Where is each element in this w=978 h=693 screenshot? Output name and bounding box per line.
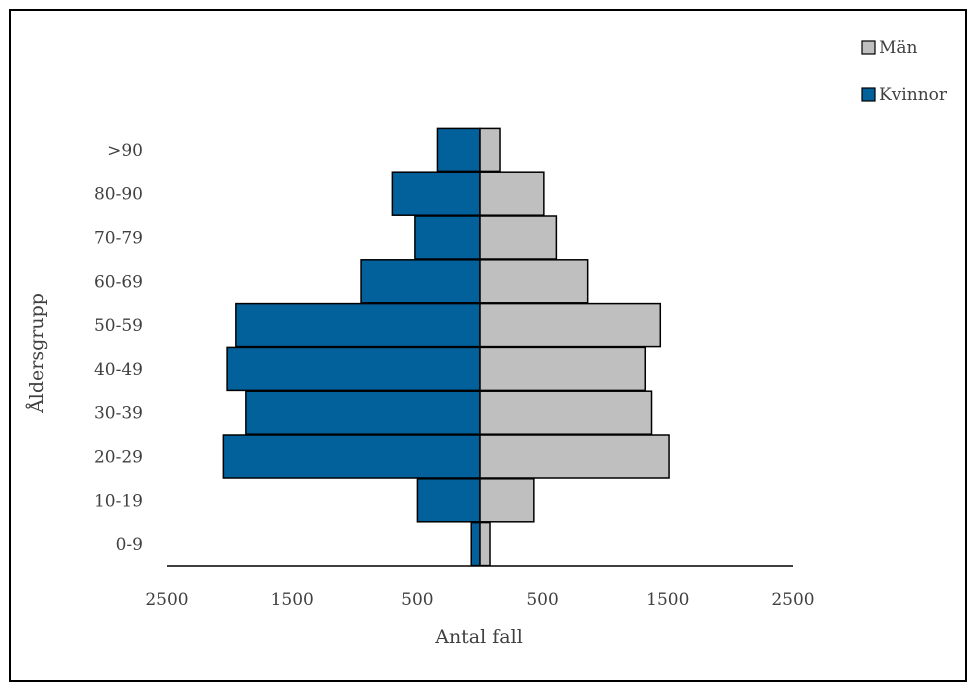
legend: Män Kvinnor <box>861 38 948 105</box>
bar-mn-0-9 <box>479 521 491 567</box>
x-tick-label: 1500 <box>646 590 689 610</box>
population-pyramid-chart: 0-9 10-19 20-29 30-39 40-49 50-59 60-69 70-79 80… <box>26 38 948 648</box>
bar-kvinnor-0-9 <box>470 521 481 567</box>
y-tick-label: 60-69 <box>94 272 143 292</box>
y-tick-label: 0-9 <box>116 535 143 555</box>
legend-label-mn: Män <box>879 38 918 58</box>
x-tick-label: 2500 <box>771 590 814 610</box>
bar-kvinnor-70-79 <box>414 215 481 260</box>
bars-layer <box>222 127 670 567</box>
bar-kvinnor-40-49 <box>226 346 481 392</box>
legend-label-kvinnor: Kvinnor <box>879 85 948 105</box>
x-tick-label: 500 <box>526 590 558 610</box>
y-ticks-layer: 0-9 10-19 20-29 30-39 40-49 50-59 60-69 70-79 80… <box>94 141 143 555</box>
bar-mn-60-69 <box>479 259 589 304</box>
y-tick-label: 30-39 <box>94 404 143 424</box>
legend-swatch-mn <box>861 40 876 55</box>
x-tick-label: 500 <box>401 590 433 610</box>
bar-kvinnor-over-90 <box>436 127 481 173</box>
bar-mn-10-19 <box>479 478 535 523</box>
y-tick-label: >90 <box>107 141 143 161</box>
y-tick-label: 80-90 <box>94 185 143 205</box>
y-axis-title: Åldersgrupp <box>26 293 48 414</box>
bar-kvinnor-60-69 <box>360 259 481 304</box>
bar-mn-80-90 <box>479 171 545 216</box>
bar-mn-30-39 <box>479 390 653 435</box>
bar-mn-20-29 <box>479 434 670 479</box>
y-tick-label: 50-59 <box>94 316 143 336</box>
bar-kvinnor-10-19 <box>416 478 481 523</box>
x-tick-label: 2500 <box>145 590 188 610</box>
x-tick-label: 1500 <box>271 590 314 610</box>
y-tick-label: 70-79 <box>94 229 143 249</box>
bar-kvinnor-30-39 <box>245 390 481 435</box>
bar-mn-over-90 <box>479 127 501 173</box>
bar-kvinnor-80-90 <box>391 171 481 216</box>
bar-mn-40-49 <box>479 346 647 392</box>
bar-mn-70-79 <box>479 215 558 260</box>
bar-kvinnor-50-59 <box>235 302 481 348</box>
x-ticks-layer: 2500 1500 500 500 1500 2500 <box>145 590 814 610</box>
legend-swatch-kvinnor <box>861 87 876 102</box>
y-tick-label: 20-29 <box>94 448 143 468</box>
chart-frame: 0-9 10-19 20-29 30-39 40-49 50-59 60-69 70-79 80… <box>9 9 967 682</box>
bar-mn-50-59 <box>479 302 662 348</box>
y-tick-label: 40-49 <box>94 360 143 380</box>
bar-kvinnor-20-29 <box>222 434 481 479</box>
x-axis-title: Antal fall <box>434 626 523 648</box>
y-tick-label: 10-19 <box>94 491 143 511</box>
